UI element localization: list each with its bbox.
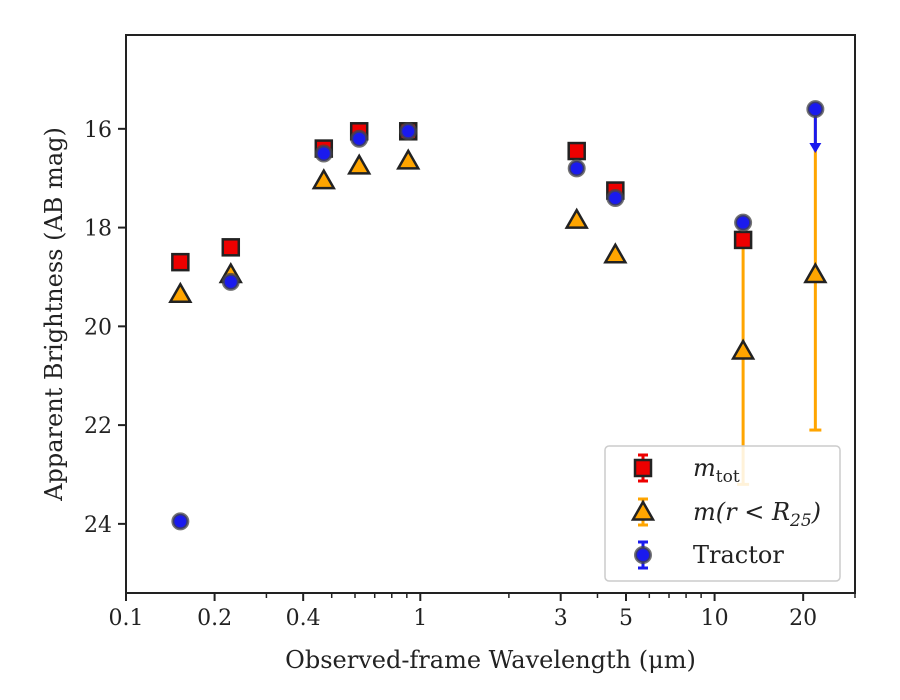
y-tick-label: 20: [84, 315, 112, 340]
x-axis-title: Observed-frame Wavelength (μm): [285, 646, 696, 674]
legend-box: [604, 445, 841, 582]
triangle-point: [803, 261, 828, 284]
circle-point: [350, 129, 369, 148]
triangle-point: [347, 153, 372, 175]
triangle-point: [396, 148, 421, 170]
legend-triangle-marker: [630, 499, 656, 521]
data-markers: [168, 100, 828, 531]
x-tick-label: 10: [701, 606, 729, 631]
triangle-point: [168, 281, 193, 303]
circle-point: [567, 159, 586, 178]
x-tick-label: 0.4: [286, 606, 321, 631]
circle-point: [806, 100, 825, 119]
triangle-point: [730, 338, 756, 360]
x-tick-label: 0.1: [109, 606, 144, 631]
legend-label: mtot: [693, 454, 740, 487]
circle-point: [606, 188, 625, 207]
legend-label: Tractor: [693, 541, 784, 569]
square-point: [221, 238, 241, 257]
error-bars: [737, 109, 822, 486]
square-point: [733, 230, 753, 250]
plot-frame: [125, 34, 856, 594]
circle-point: [734, 213, 753, 232]
triangle-point: [564, 207, 589, 229]
y-tick-label: 24: [84, 513, 112, 538]
x-tick-label: 1: [413, 606, 427, 631]
y-tick-label: 18: [84, 217, 112, 242]
x-tick-label: 3: [554, 606, 568, 631]
y-tick-label: 22: [84, 414, 112, 439]
y-axis-title: Apparent Brightness (AB mag): [40, 127, 68, 502]
circle-point: [171, 512, 190, 531]
upper-limit-arrowhead: [809, 143, 822, 154]
x-tick-label: 5: [619, 606, 633, 631]
triangle-point: [603, 242, 628, 264]
x-tick-label: 20: [789, 606, 817, 631]
legend-circle-marker: [634, 546, 652, 564]
square-point: [171, 252, 190, 272]
triangle-point: [311, 168, 336, 190]
circle-point: [221, 272, 240, 291]
y-tick-label: 16: [84, 118, 112, 143]
axis-ticks: 0.1 0.2 0.4 1 3 5 10 20 16 18 20 22 24: [84, 118, 856, 631]
x-tick-label: 0.2: [197, 606, 232, 631]
legend-square-marker: [633, 458, 653, 478]
legend: mtot m(r < R25) Tractor: [604, 445, 841, 582]
square-point: [567, 141, 586, 161]
circle-point: [399, 122, 418, 141]
circle-point: [314, 144, 333, 163]
legend-label: m(r < R25): [693, 498, 821, 531]
